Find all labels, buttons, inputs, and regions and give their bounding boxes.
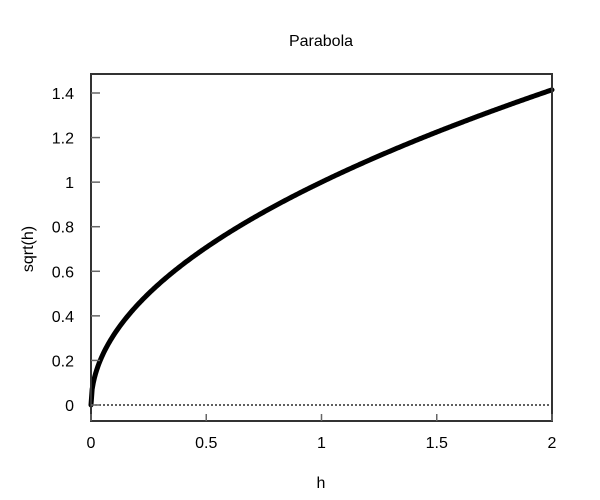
chart-title: Parabola <box>289 33 353 50</box>
x-tick-label: 2 <box>548 435 557 452</box>
y-tick-label: 1 <box>65 175 74 192</box>
y-tick-label: 0 <box>65 398 74 415</box>
y-tick-label: 1.2 <box>52 131 74 148</box>
y-tick-label: 1.4 <box>52 86 74 103</box>
y-axis-label: sqrt(h) <box>20 226 37 272</box>
y-tick-label: 0.4 <box>52 309 74 326</box>
x-axis-label: h <box>317 475 326 492</box>
y-tick-label: 0.6 <box>52 264 74 281</box>
x-tick-label: 0.5 <box>195 435 217 452</box>
data-line <box>88 87 555 408</box>
x-tick-label: 0 <box>87 435 96 452</box>
x-tick-label: 1.5 <box>426 435 448 452</box>
x-tick-label: 1 <box>317 435 326 452</box>
plot-area: 0 0.5 1 1.5 2 0 0.2 0.4 0.6 0.8 1 1.2 1.4 <box>52 73 557 452</box>
y-tick-label: 0.8 <box>52 220 74 237</box>
axes-frame <box>90 73 553 422</box>
y-tick-label: 0.2 <box>52 353 74 370</box>
